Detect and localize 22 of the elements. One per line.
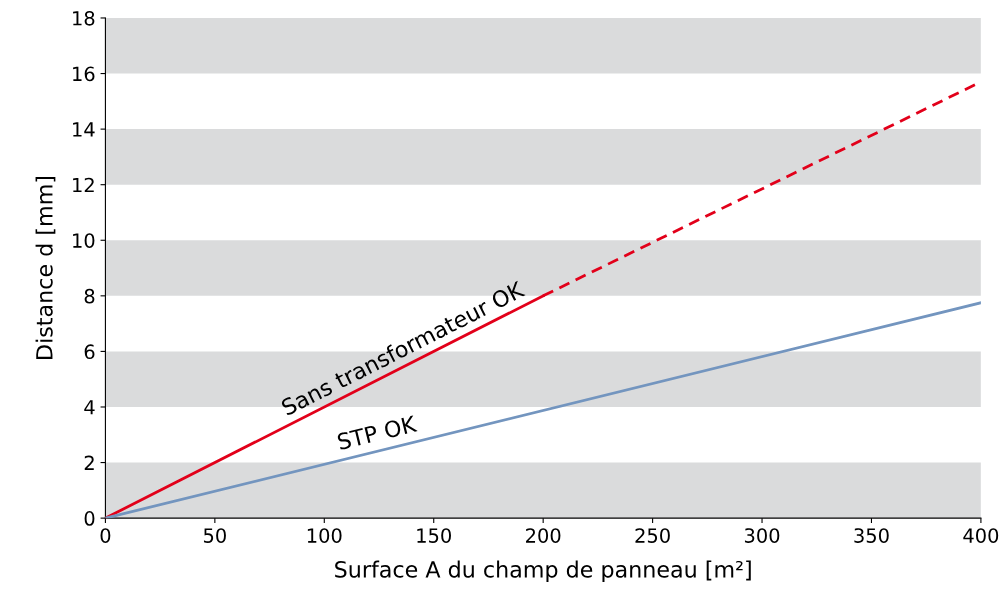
- x-tick-label: 400: [963, 528, 999, 543]
- x-tick-label: 250: [635, 528, 670, 543]
- y-tick-label: 16: [73, 66, 95, 82]
- text: STP OK: [336, 414, 418, 451]
- x-tick-label: 200: [526, 528, 561, 543]
- y-tick-label: 18: [73, 10, 95, 26]
- y-tick-label: 14: [73, 122, 95, 137]
- y-tick-label: 12: [73, 177, 94, 193]
- y-tick-label: 6: [84, 344, 95, 360]
- x-tick-label: 300: [744, 528, 780, 543]
- x-tick-label: 350: [854, 528, 889, 543]
- x-tick-label: 0: [100, 528, 111, 543]
- y-tick-label: 10: [73, 233, 95, 248]
- x-axis-title: Surface A du champ de panneau [m²]: [335, 560, 751, 583]
- x-tick-label: 50: [203, 528, 226, 543]
- y-axis-title: Distance d [mm]: [35, 176, 56, 359]
- x-tick-label: 150: [417, 528, 451, 543]
- x-tick-label: 100: [307, 528, 342, 543]
- y-tick-label: 8: [84, 288, 95, 304]
- y-tick-label: 0: [84, 511, 95, 526]
- y-tick-label: 4: [84, 400, 95, 415]
- y-tick-label: 2: [84, 455, 94, 470]
